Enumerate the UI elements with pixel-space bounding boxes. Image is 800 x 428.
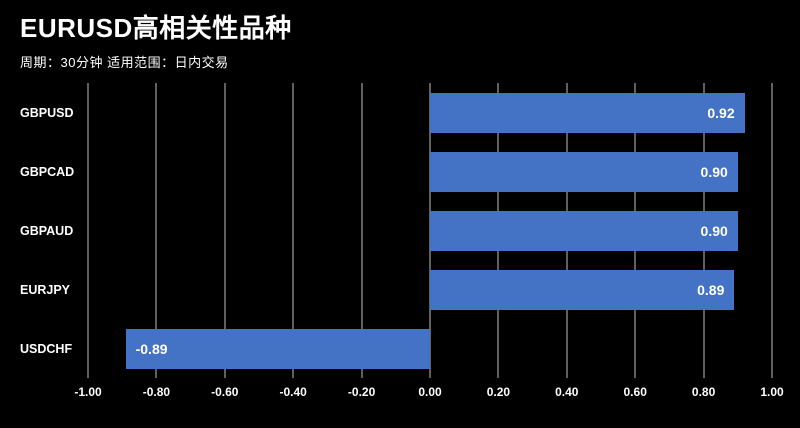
- bar: 0.92: [430, 92, 745, 133]
- bar-row: GBPCAD 0.90: [0, 142, 800, 201]
- chart-header: EURUSD高相关性品种 周期：30分钟 适用范围：日内交易: [0, 0, 800, 71]
- value-label: 0.90: [700, 222, 728, 239]
- chart-subtitle: 周期：30分钟 适用范围：日内交易: [20, 55, 229, 71]
- category-label: USDCHF: [20, 341, 73, 356]
- value-label: 0.89: [697, 281, 725, 298]
- x-tick-label: -0.20: [347, 385, 376, 400]
- bar-area: 0.90: [88, 142, 772, 201]
- x-tick-label: 0.80: [691, 385, 716, 400]
- bar-row: USDCHF -0.89: [0, 319, 800, 378]
- gridline: [224, 83, 226, 379]
- bar: 0.90: [430, 151, 738, 192]
- gridline: [771, 83, 773, 379]
- x-tick-label: -0.60: [211, 385, 239, 400]
- x-tick-label: 0.00: [418, 385, 442, 400]
- bar-rows: GBPUSD 0.92 GBPCAD 0.90 GBPAUD 0.90 EURJPY 0.89…: [0, 83, 800, 378]
- x-tick-label: -0.80: [142, 385, 171, 400]
- bar-row: GBPUSD 0.92: [0, 83, 800, 142]
- gridline: [87, 83, 89, 379]
- x-axis: -1.00 -0.80 -0.60 -0.40 -0.20 0.00 0.20 0.40 0.6…: [74, 378, 783, 406]
- category-label: EURJPY: [20, 282, 71, 297]
- value-label: 0.92: [707, 104, 735, 121]
- bar-row: GBPAUD 0.90: [0, 201, 800, 260]
- bar-area: 0.89: [88, 260, 772, 319]
- bar: 0.90: [430, 210, 738, 251]
- bar-area: 0.90: [88, 201, 772, 260]
- bar: -0.89: [125, 328, 430, 369]
- bar-area: 0.92: [88, 83, 772, 142]
- category-label: GBPCAD: [20, 164, 75, 179]
- bar-area: -0.89: [88, 319, 772, 378]
- bar: 0.89: [430, 269, 735, 310]
- value-label: -0.89: [135, 340, 168, 357]
- gridline: [155, 83, 157, 379]
- chart-title: EURUSD高相关性品种: [20, 13, 292, 43]
- x-tick-label: -1.00: [74, 385, 102, 400]
- x-tick-label: 0.20: [486, 385, 511, 400]
- gridline: [361, 83, 363, 379]
- x-tick-label: -0.40: [279, 385, 307, 400]
- plot-area: GBPUSD 0.92 GBPCAD 0.90 GBPAUD 0.90 EURJPY 0.89…: [0, 83, 800, 379]
- x-tick-label: 0.60: [623, 385, 647, 400]
- x-tick-label: 1.00: [760, 385, 784, 400]
- correlation-bar-chart: GBPUSD 0.92 GBPCAD 0.90 GBPAUD 0.90 EURJPY 0.89…: [0, 83, 800, 406]
- category-label: GBPUSD: [20, 105, 74, 120]
- gridline: [292, 83, 294, 379]
- category-label: GBPAUD: [20, 223, 74, 238]
- x-tick-label: 0.40: [555, 385, 579, 400]
- bar-row: EURJPY 0.89: [0, 260, 800, 319]
- value-label: 0.90: [700, 163, 728, 180]
